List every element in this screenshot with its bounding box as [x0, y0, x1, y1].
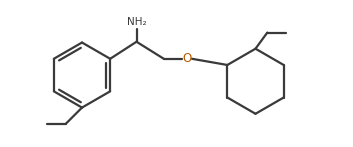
Text: NH₂: NH₂	[127, 17, 146, 27]
Text: O: O	[183, 52, 192, 65]
